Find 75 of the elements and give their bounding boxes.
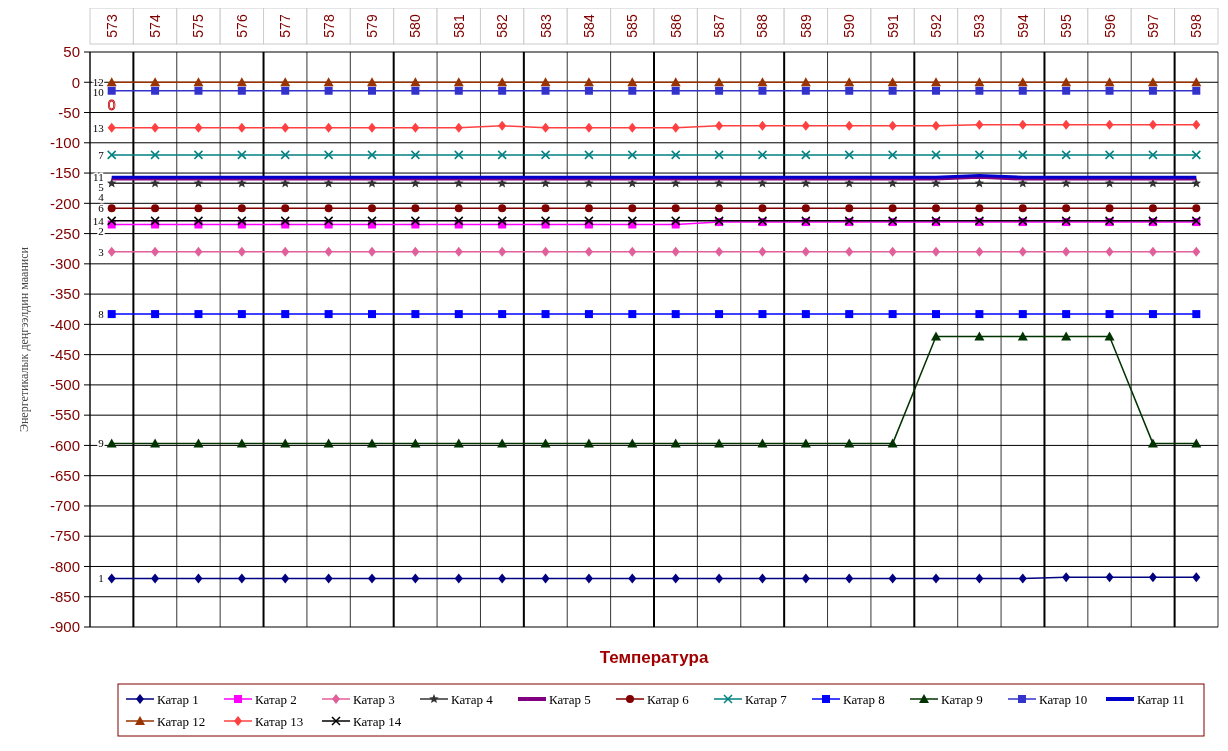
x-tick-label: 578 <box>320 14 337 38</box>
annotation: 11 <box>93 171 104 184</box>
x-tick-label: 581 <box>450 14 467 38</box>
x-tick-label: 576 <box>233 14 250 38</box>
y-tick-label: -450 <box>49 345 80 363</box>
y-tick-label: -300 <box>49 255 80 273</box>
x-tick-label: 587 <box>711 14 728 38</box>
x-tick-label: 586 <box>667 14 684 38</box>
y-tick-label: -150 <box>49 164 80 182</box>
y-tick-label: -550 <box>49 406 80 424</box>
legend-label: Катар 12 <box>157 713 206 729</box>
x-tick-label: 580 <box>407 14 424 38</box>
x-tick-label: 582 <box>494 14 511 38</box>
legend-label: Катар 3 <box>353 691 395 707</box>
y-tick-label: -350 <box>49 285 80 303</box>
y-tick-label: -900 <box>49 618 80 636</box>
y-tick-label: 0 <box>71 73 80 91</box>
x-tick-label: 591 <box>884 14 901 38</box>
x-tick-label: 573 <box>103 14 120 38</box>
y-tick-label: -850 <box>49 587 80 605</box>
legend-label: Катар 11 <box>1137 691 1185 707</box>
annotation: 10 <box>92 86 105 99</box>
annotation: 1 <box>98 572 104 585</box>
annotation: 3 <box>98 245 105 258</box>
y-tick-label: -750 <box>49 527 80 545</box>
legend-label: Катар 10 <box>1039 691 1088 707</box>
annotation: 4 <box>98 191 105 204</box>
annotation: 2 <box>98 224 104 237</box>
x-axis-title: Температура <box>599 648 709 667</box>
legend-label: Катар 6 <box>647 691 690 707</box>
y-tick-label: -700 <box>49 497 80 515</box>
annotation: 7 <box>98 148 105 161</box>
legend-label: Катар 4 <box>451 691 494 707</box>
y-tick-label: -400 <box>49 315 80 333</box>
x-tick-label: 584 <box>580 14 597 38</box>
x-tick-label: 585 <box>624 14 641 38</box>
x-tick-label: 588 <box>754 14 771 38</box>
y-tick-label: -200 <box>49 194 80 212</box>
y-tick-label: -50 <box>58 103 80 121</box>
x-tick-label: 590 <box>841 14 858 38</box>
x-tick-label: 577 <box>277 14 294 38</box>
y-tick-label: 50 <box>63 43 80 61</box>
x-tick-label: 594 <box>1014 14 1031 38</box>
y-tick-label: -800 <box>49 557 80 575</box>
legend-label: Катар 9 <box>941 691 983 707</box>
annotation: 14 <box>92 214 105 227</box>
annotation: 8 <box>98 307 105 320</box>
x-tick-label: 589 <box>797 14 814 38</box>
x-tick-label: 596 <box>1101 14 1118 38</box>
x-tick-label: 574 <box>147 14 164 38</box>
x-tick-label: 592 <box>928 14 944 38</box>
x-tick-label: 575 <box>190 14 207 38</box>
x-tick-label: 595 <box>1058 14 1075 38</box>
legend-label: Катар 5 <box>549 691 591 707</box>
y-tick-label: -250 <box>49 224 80 242</box>
legend-label: Катар 1 <box>157 691 199 707</box>
x-tick-label: 598 <box>1188 14 1205 38</box>
x-tick-label: 579 <box>364 14 380 38</box>
x-tick-label: 593 <box>971 14 988 38</box>
x-tick-label: 597 <box>1144 14 1161 38</box>
y-tick-label: -500 <box>49 376 80 394</box>
annotation: 6 <box>98 202 105 215</box>
legend-label: Катар 2 <box>255 691 297 707</box>
y-tick-label: -100 <box>49 134 80 152</box>
legend-label: Катар 8 <box>843 691 885 707</box>
y-axis-title: Энергетикалык деңгээлдин мааниси <box>17 246 31 432</box>
annotation: 0 <box>107 97 116 113</box>
legend-label: Катар 14 <box>353 713 402 729</box>
legend-label: Катар 7 <box>745 691 788 707</box>
annotation: 5 <box>98 181 105 194</box>
y-tick-label: -600 <box>49 436 80 454</box>
legend-label: Катар 13 <box>255 713 304 729</box>
annotation: 13 <box>92 121 105 134</box>
x-tick-label: 583 <box>537 14 554 38</box>
y-tick-label: -650 <box>49 466 80 484</box>
